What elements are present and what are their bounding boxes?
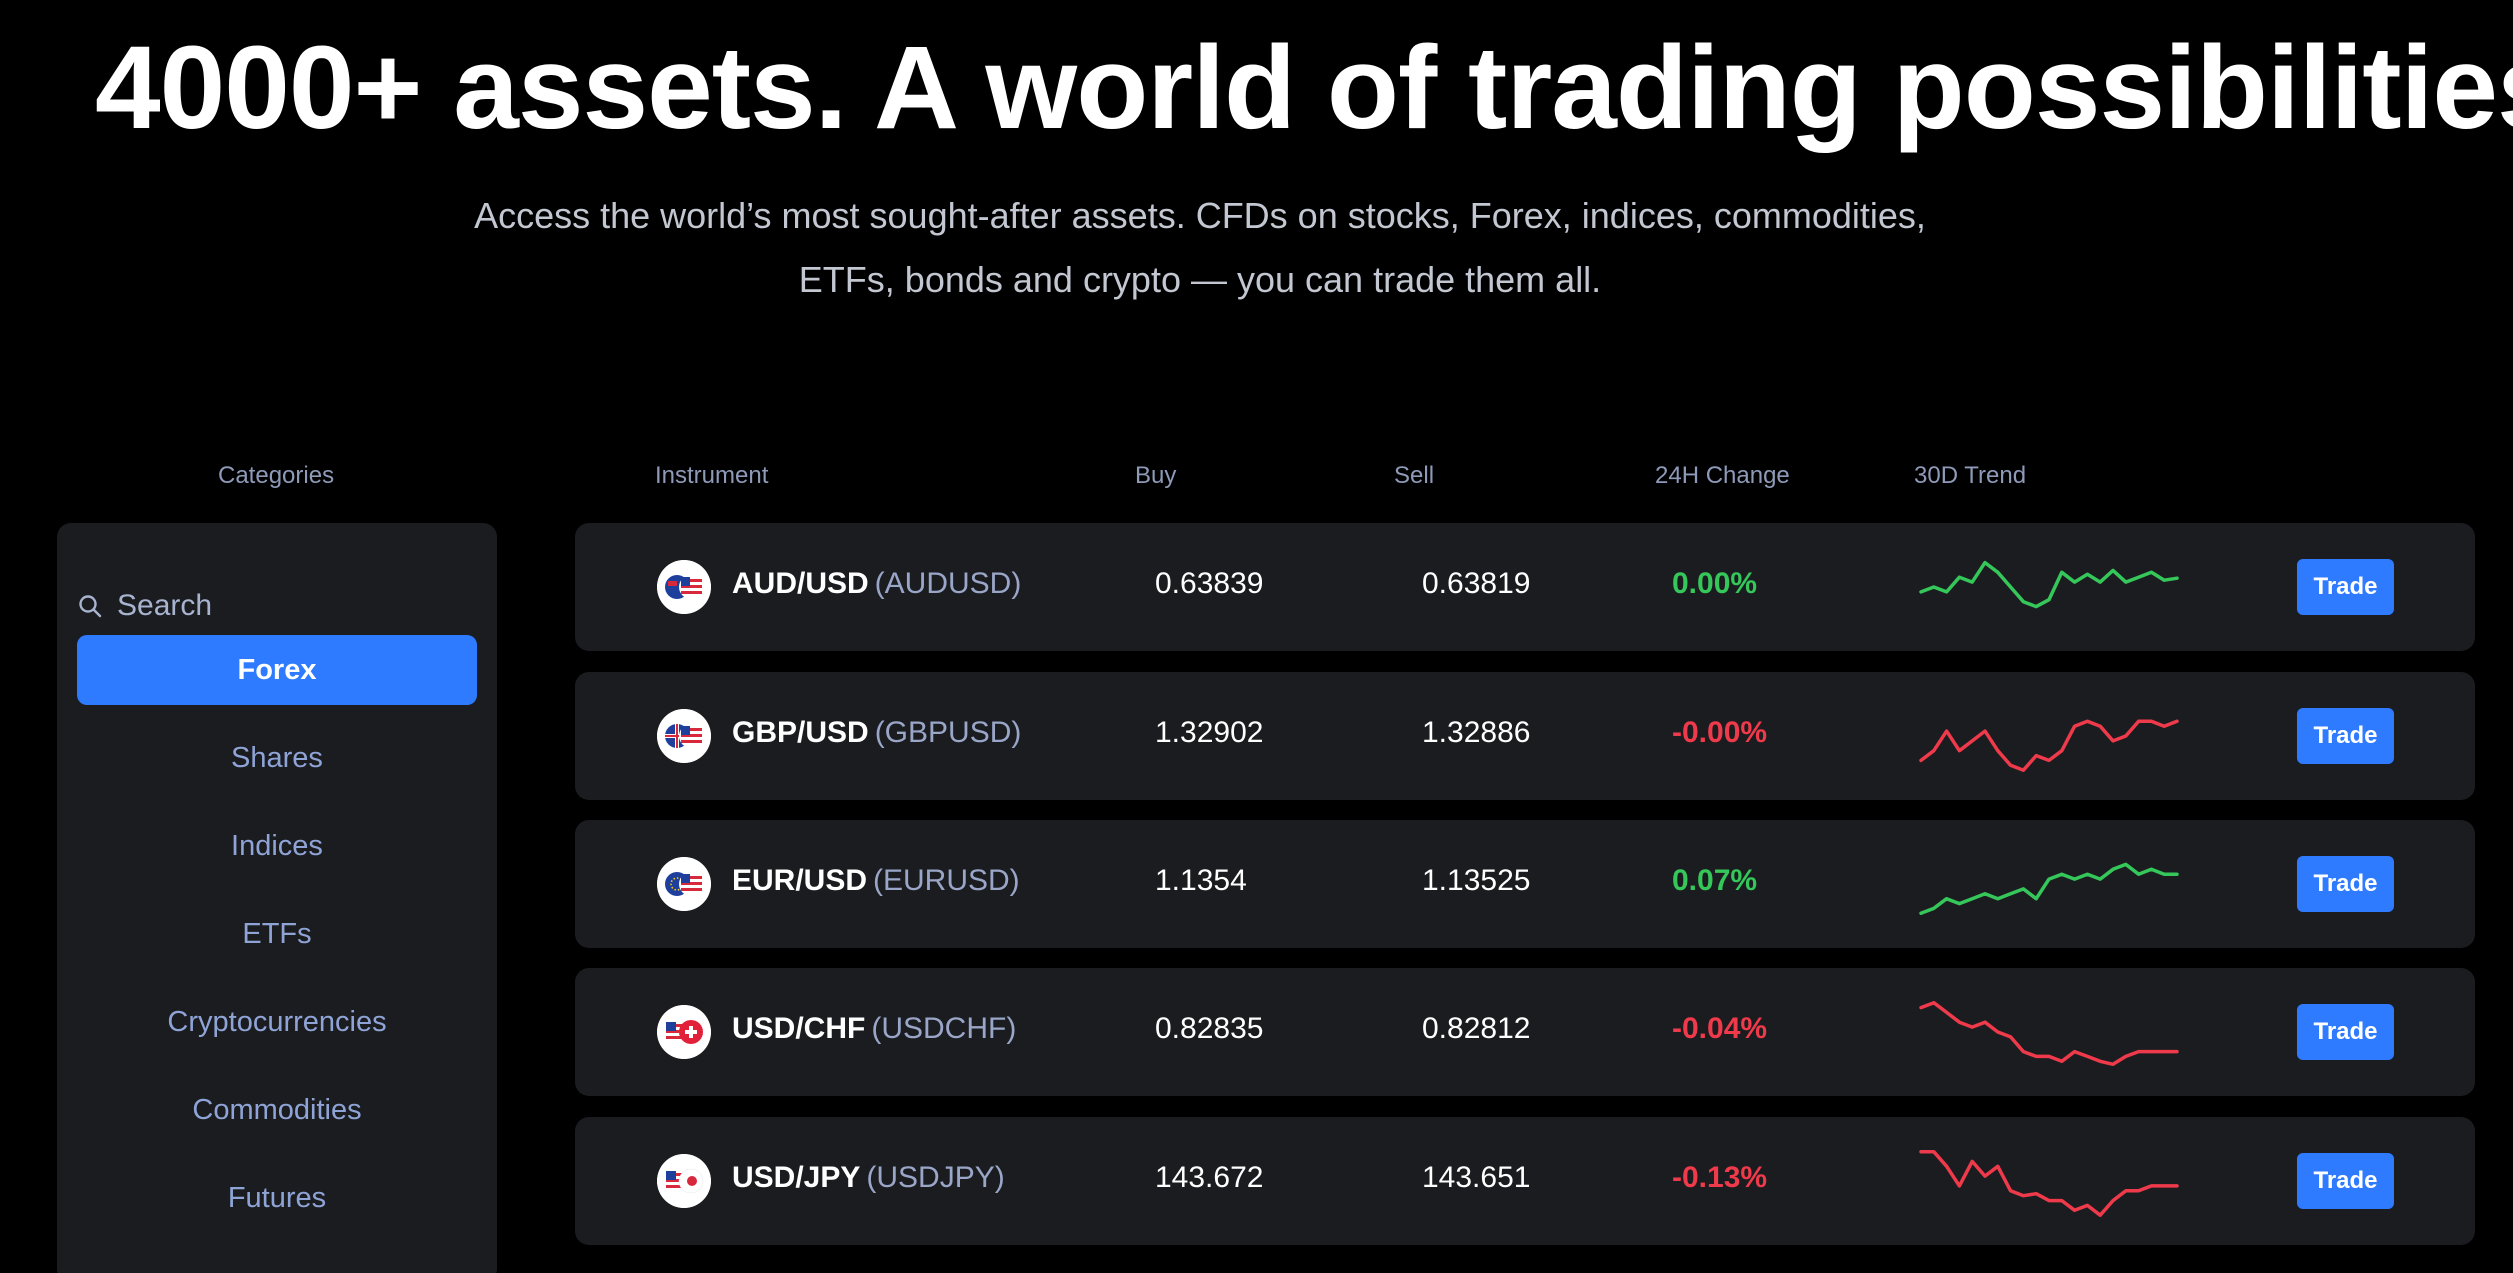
buy-price: 1.32902 [1155, 716, 1264, 749]
buy-price: 0.82835 [1155, 1012, 1264, 1045]
column-header-sell: Sell [1394, 462, 1435, 489]
page-title: 4000+ assets. A world of trading possibi… [95, 22, 2513, 154]
column-header-instrument: Instrument [655, 462, 769, 489]
instrument-row[interactable]: USD/JPY (USDJPY) 143.672 143.651 -0.13% T… [575, 1117, 2475, 1245]
gbp-usd-flag-icon [657, 709, 711, 763]
trend-line [1919, 719, 2179, 772]
instrument-row[interactable]: EUR/USD (EURUSD) 1.1354 1.13525 0.07% Tra… [575, 820, 2475, 948]
24h-change: 0.07% [1672, 864, 1758, 897]
category-cryptocurrencies[interactable]: Cryptocurrencies [167, 1006, 387, 1038]
trade-button[interactable]: Trade [2297, 1153, 2394, 1209]
instrument-row[interactable]: USD/CHF (USDCHF) 0.82835 0.82812 -0.04% T… [575, 968, 2475, 1096]
sell-price: 0.82812 [1422, 1012, 1531, 1045]
sell-price: 1.32886 [1422, 716, 1531, 749]
subtitle-line-1: Access the world’s most sought-after ass… [474, 195, 1926, 236]
column-header-categories: Categories [218, 462, 335, 489]
instrument-code: (USDJPY) [866, 1161, 1005, 1194]
instrument-name: GBP/USD [732, 716, 869, 749]
instrument-name: USD/JPY [732, 1161, 861, 1194]
sell-price: 143.651 [1422, 1161, 1531, 1194]
trade-button[interactable]: Trade [2297, 1004, 2394, 1060]
instrument-pair: USD/JPY (USDJPY) [732, 1161, 1005, 1195]
instrument-code: (USDCHF) [871, 1012, 1017, 1045]
trend-sparkline [1919, 834, 2179, 934]
trade-button[interactable]: Trade [2297, 708, 2394, 764]
trend-sparkline [1919, 982, 2179, 1082]
column-header-30d-trend: 30D Trend [1914, 462, 2027, 489]
trend-line [1919, 1000, 2179, 1067]
instrument-name: EUR/USD [732, 864, 868, 897]
usd-jpy-flag-icon [657, 1154, 711, 1208]
trend-line [1919, 862, 2179, 916]
search-icon [77, 593, 103, 619]
trend-sparkline [1919, 537, 2179, 637]
instrument-code: (AUDUSD) [874, 567, 1022, 600]
buy-price: 0.63839 [1155, 567, 1264, 600]
category-forex[interactable]: Forex [77, 635, 477, 705]
trend-line [1919, 560, 2179, 609]
instrument-name: AUD/USD [732, 567, 869, 600]
instrument-row[interactable]: AUD/USD (AUDUSD) 0.63839 0.63819 0.00% Tr… [575, 523, 2475, 651]
category-etfs[interactable]: ETFs [242, 918, 312, 950]
eur-usd-flag-icon [657, 857, 711, 911]
category-shares[interactable]: Shares [231, 742, 323, 774]
instrument-pair: GBP/USD (GBPUSD) [732, 716, 1021, 750]
column-header-24h-change: 24H Change [1655, 462, 1790, 489]
search-placeholder: Search [117, 589, 213, 622]
instrument-pair: AUD/USD (AUDUSD) [732, 567, 1021, 601]
24h-change: -0.04% [1672, 1012, 1768, 1045]
category-futures[interactable]: Futures [227, 1182, 327, 1214]
instrument-pair: EUR/USD (EURUSD) [732, 864, 1020, 898]
instrument-row[interactable]: GBP/USD (GBPUSD) 1.32902 1.32886 -0.00% T… [575, 672, 2475, 800]
instrument-code: (EURUSD) [873, 864, 1020, 897]
trend-line [1919, 1149, 2179, 1217]
subtitle-line-2: ETFs, bonds and crypto — you can trade t… [798, 259, 1602, 300]
category-indices[interactable]: Indices [231, 830, 323, 862]
24h-change: 0.00% [1672, 567, 1758, 600]
24h-change: -0.13% [1672, 1161, 1768, 1194]
trade-button[interactable]: Trade [2297, 559, 2394, 615]
buy-price: 1.1354 [1155, 864, 1247, 897]
24h-change: -0.00% [1672, 716, 1768, 749]
aud-usd-flag-icon [657, 560, 711, 614]
column-header-buy: Buy [1135, 462, 1177, 489]
instrument-name: USD/CHF [732, 1012, 866, 1045]
sell-price: 0.63819 [1422, 567, 1531, 600]
trend-sparkline [1919, 1131, 2179, 1231]
trend-sparkline [1919, 686, 2179, 786]
sell-price: 1.13525 [1422, 864, 1531, 897]
usd-chf-flag-icon [657, 1005, 711, 1059]
search-input[interactable]: Search [77, 563, 477, 649]
instrument-code: (GBPUSD) [874, 716, 1022, 749]
category-sidebar: Search Forex Shares Indices ETFs Cryptoc… [57, 523, 497, 1273]
buy-price: 143.672 [1155, 1161, 1264, 1194]
category-commodities[interactable]: Commodities [192, 1094, 362, 1126]
trade-button[interactable]: Trade [2297, 856, 2394, 912]
instrument-pair: USD/CHF (USDCHF) [732, 1012, 1016, 1046]
